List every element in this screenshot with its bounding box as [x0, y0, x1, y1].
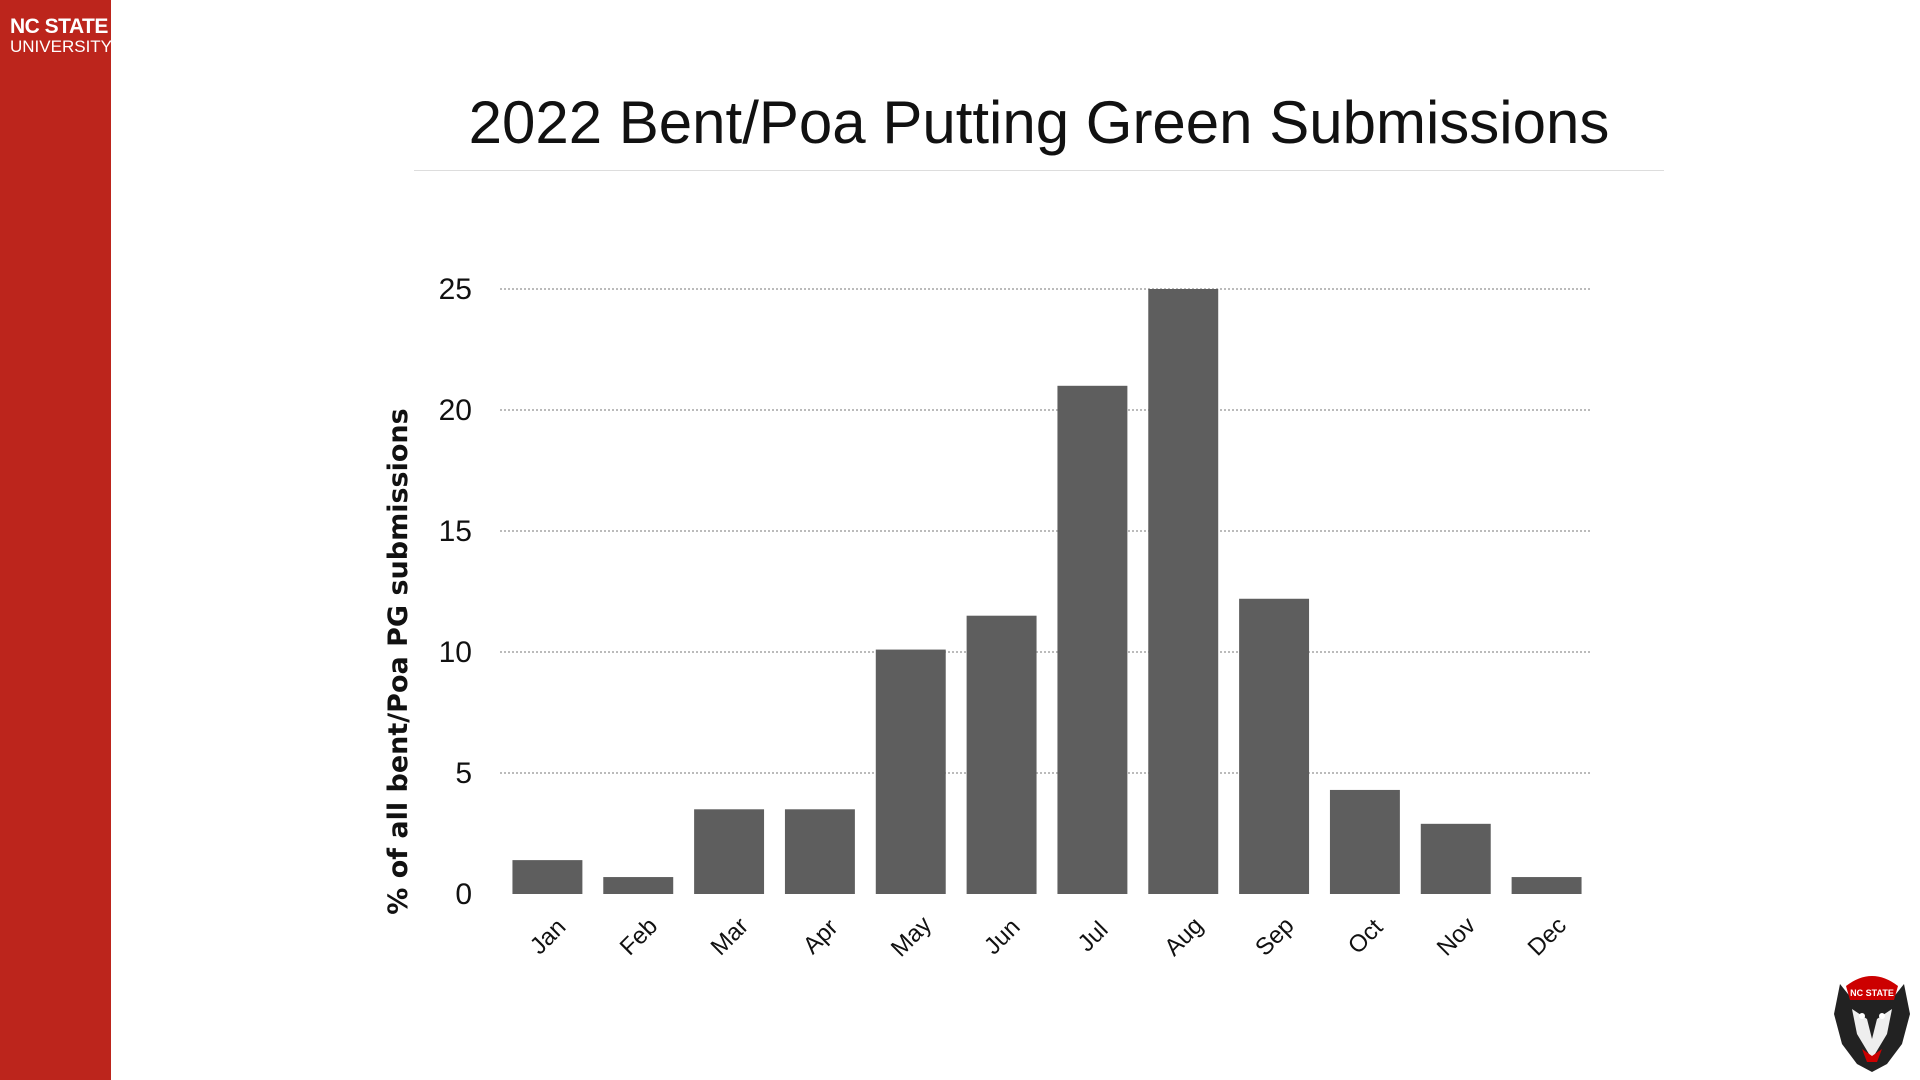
- x-tick-label: Jan: [525, 913, 571, 959]
- svg-text:NC STATE: NC STATE: [1850, 988, 1894, 998]
- y-tick-label: 15: [439, 515, 472, 548]
- ncsu-logo: NC STATE UNIVERSITY: [10, 16, 112, 55]
- x-tick-label: Sep: [1250, 912, 1299, 961]
- bar-aug: [1148, 289, 1219, 894]
- bar-apr: [784, 809, 855, 894]
- x-tick-label: Mar: [706, 913, 754, 961]
- x-tick-label: Aug: [1159, 912, 1208, 961]
- title-divider: [414, 170, 1664, 171]
- bar-feb: [603, 877, 674, 894]
- y-axis-label: % of all bent/Poa PG submissions: [383, 408, 414, 914]
- x-tick-label: Oct: [1343, 914, 1389, 960]
- bar-jan: [512, 860, 583, 894]
- bar-mar: [694, 809, 765, 894]
- logo-line2: UNIVERSITY: [10, 37, 113, 56]
- bar-oct: [1329, 789, 1400, 894]
- bar-jun: [966, 615, 1037, 894]
- x-tick-label: Feb: [615, 913, 663, 961]
- y-tick-label: 20: [439, 394, 472, 427]
- x-tick-label: Nov: [1432, 912, 1481, 961]
- sidebar-brand-bar: NC STATE UNIVERSITY: [0, 0, 112, 1080]
- y-tick-label: 25: [439, 273, 472, 306]
- wolf-mascot-logo: NC STATE: [1834, 976, 1910, 1072]
- y-tick-label: 10: [439, 636, 472, 669]
- y-tick-label: 0: [455, 878, 472, 911]
- logo-line1: NC STATE: [10, 15, 108, 38]
- bar-may: [875, 649, 946, 894]
- bar-nov: [1420, 823, 1491, 894]
- chart-title: 2022 Bent/Poa Putting Green Submissions: [468, 89, 1610, 156]
- x-tick-label: Jun: [979, 913, 1025, 959]
- bar-dec: [1511, 877, 1582, 894]
- x-tick-label: Jul: [1073, 916, 1114, 957]
- bar-jul: [1057, 385, 1128, 894]
- x-tick-label: May: [886, 911, 937, 962]
- bar-sep: [1239, 598, 1310, 894]
- y-tick-label: 5: [455, 757, 472, 790]
- x-tick-label: Apr: [798, 914, 844, 960]
- x-tick-label: Dec: [1523, 912, 1572, 961]
